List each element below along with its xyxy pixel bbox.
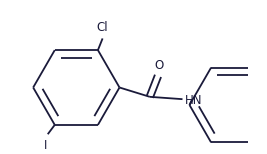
Text: HN: HN: [185, 94, 202, 107]
Text: O: O: [155, 59, 164, 72]
Text: I: I: [44, 139, 47, 152]
Text: Cl: Cl: [97, 21, 108, 34]
Text: CH₃: CH₃: [266, 44, 267, 54]
